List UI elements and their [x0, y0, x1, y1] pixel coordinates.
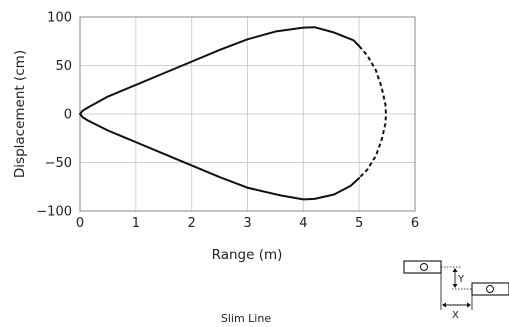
sensor-lens-right-icon — [486, 285, 494, 293]
x-dimension-label: X — [452, 310, 459, 321]
y-tick-label: 100 — [47, 11, 72, 26]
x-tick-label: 0 — [76, 216, 84, 231]
sensor-box-left — [403, 260, 442, 274]
y-arrowhead-top — [452, 268, 458, 272]
y-tick-label: 50 — [55, 59, 72, 74]
x-tick-label: 5 — [355, 216, 363, 231]
sensor-lens-left-icon — [420, 263, 428, 271]
x-tick-label: 2 — [188, 216, 196, 231]
y-tick-label: −50 — [45, 156, 72, 171]
figure-caption: Slim Line — [221, 312, 271, 325]
x-tick-label: 4 — [299, 216, 307, 231]
detection-boundary-solid-line — [79, 26, 361, 201]
y-arrowhead-bottom — [452, 284, 458, 288]
series-group — [79, 26, 387, 201]
x-arrowhead-left — [442, 302, 446, 308]
x-arrowhead-right — [467, 302, 471, 308]
y-dimension-label: Y — [457, 274, 465, 285]
x-tick-label: 6 — [411, 216, 419, 231]
x-axis-label: Range (m) — [212, 247, 283, 263]
y-axis-label: Displacement (cm) — [12, 50, 28, 178]
y-tick-label: 0 — [64, 108, 72, 123]
x-tick-label: 1 — [132, 216, 140, 231]
sensor-box-right — [471, 282, 509, 296]
x-tick-label: 3 — [243, 216, 251, 231]
grid-lines — [79, 16, 416, 212]
tick-labels: 0 1 2 3 4 5 6 100 50 0 −50 −100 — [36, 11, 419, 232]
detection-boundary-dashed-line — [358, 45, 387, 179]
y-tick-label: −100 — [36, 205, 72, 220]
sensor-offset-diagram: Y X — [403, 260, 509, 321]
